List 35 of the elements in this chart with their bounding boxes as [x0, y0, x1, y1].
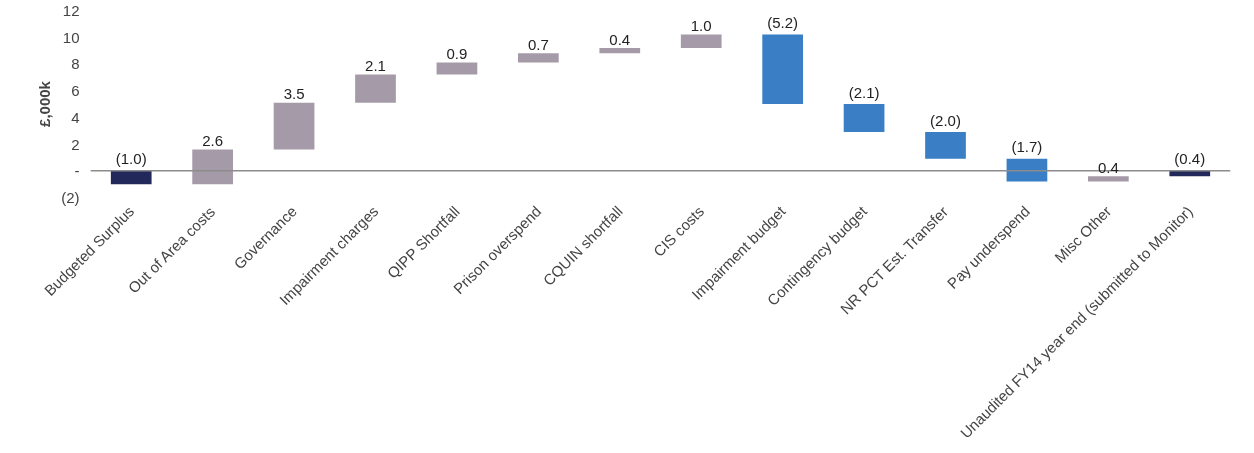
y-tick-label: -: [74, 162, 80, 180]
data-label: (1.7): [1011, 138, 1043, 156]
data-label: 2.6: [202, 132, 224, 150]
y-tick-label: 8: [71, 55, 80, 73]
bar: [1088, 176, 1129, 182]
bar: [110, 170, 152, 185]
bar: [518, 53, 559, 63]
y-tick-label: 2: [71, 135, 80, 153]
bar: [762, 34, 803, 104]
data-label: 0.9: [446, 45, 468, 63]
y-tick-label: (2): [61, 189, 80, 206]
data-label: 3.5: [283, 85, 305, 103]
bar: [925, 132, 966, 159]
data-label: (2.0): [930, 111, 961, 129]
bar: [355, 74, 396, 103]
data-label: 0.4: [1097, 158, 1119, 176]
data-label: 1.0: [690, 17, 712, 35]
y-tick-label: 10: [62, 28, 80, 46]
data-label: (0.4): [1174, 150, 1206, 168]
bar: [436, 62, 478, 75]
data-label: (1.0): [115, 150, 147, 168]
y-tick-label: 4: [71, 108, 80, 126]
data-label: 0.4: [609, 30, 631, 48]
bar: [192, 149, 233, 185]
bar: [599, 47, 641, 54]
data-label: (5.2): [767, 14, 799, 32]
y-tick-label: 6: [71, 82, 80, 100]
y-axis-title: £,000k: [36, 80, 54, 127]
data-label: (2.1): [848, 83, 880, 101]
bar: [273, 102, 315, 150]
data-label: 2.1: [365, 57, 386, 75]
bar: [843, 104, 885, 133]
bar: [680, 34, 722, 48]
y-tick-label: 12: [62, 2, 80, 19]
data-label: 0.7: [527, 35, 549, 53]
